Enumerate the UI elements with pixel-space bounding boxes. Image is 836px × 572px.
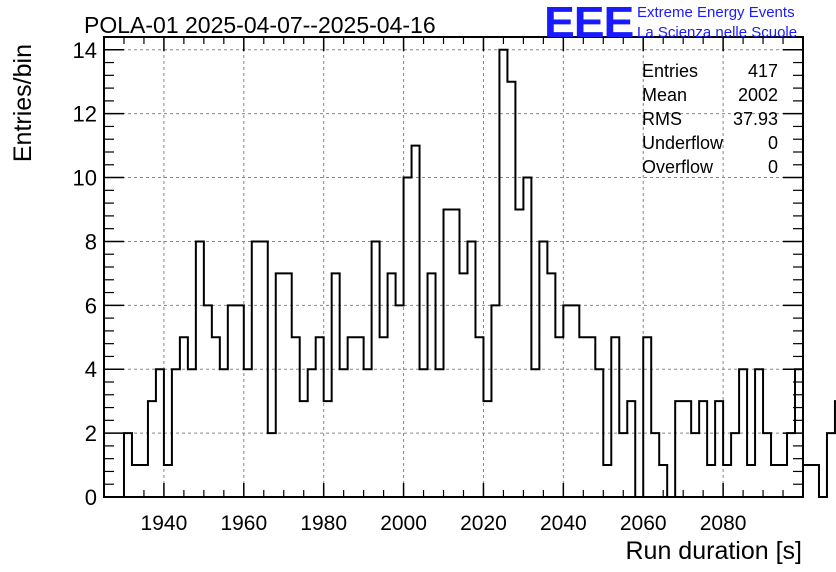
x-tick-label: 2080 — [700, 512, 747, 535]
y-tick-label: 8 — [85, 229, 97, 254]
x-tick-label: 1940 — [141, 512, 188, 535]
stats-value: 417 — [748, 61, 778, 81]
stats-box: Entries 417 Mean 2002 RMS 37.93 Underflow 0 Over… — [642, 61, 778, 177]
y-tick-label: 0 — [85, 485, 97, 510]
eee-logo: EEE — [544, 0, 634, 47]
stats-label: Overflow — [642, 157, 714, 177]
stats-value: 37.93 — [733, 109, 778, 129]
logo-line-1: Extreme Energy Events — [637, 4, 795, 21]
stats-value: 0 — [768, 133, 778, 153]
logo-line-2: La Scienza nelle Scuole — [637, 24, 798, 41]
x-axis-label: Run duration [s] — [626, 537, 803, 565]
x-tick-label: 1980 — [300, 512, 347, 535]
y-tick-label: 10 — [73, 166, 97, 191]
stats-label: Mean — [642, 85, 687, 105]
stats-label: RMS — [642, 109, 682, 129]
y-tick-label: 12 — [73, 102, 97, 127]
y-tick-label: 4 — [85, 357, 97, 382]
tick-labels: 1940 1960 1980 2000 2020 2040 2060 2080 0 2 4 6 8 10 1… — [73, 38, 747, 535]
x-tick-label: 2060 — [620, 512, 667, 535]
stats-value: 0 — [768, 157, 778, 177]
y-tick-label: 14 — [73, 38, 97, 63]
x-tick-label: 2020 — [460, 512, 507, 535]
stats-value: 2002 — [738, 85, 778, 105]
y-tick-label: 6 — [85, 293, 97, 318]
chart-title: POLA-01 2025-04-07--2025-04-16 — [84, 12, 436, 38]
y-tick-label: 2 — [85, 421, 97, 446]
x-tick-label: 1960 — [220, 512, 267, 535]
x-tick-label: 2000 — [380, 512, 427, 535]
stats-label: Entries — [642, 61, 698, 81]
histogram-outline — [122, 48, 836, 498]
x-tick-label: 2040 — [540, 512, 587, 535]
stats-label: Underflow — [642, 133, 724, 153]
axis-ticks — [104, 36, 803, 498]
y-axis-label: Entries/bin — [9, 44, 37, 162]
